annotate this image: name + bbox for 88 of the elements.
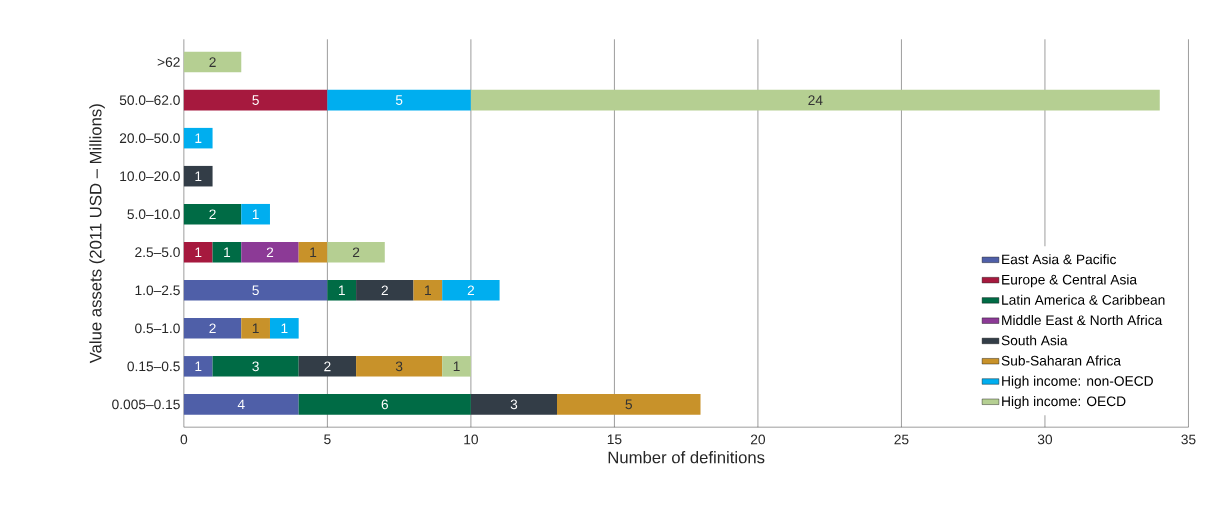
y-tick-label: 50.0–62.0 xyxy=(119,95,180,106)
bar xyxy=(442,280,500,301)
x-tick-label: 35 xyxy=(1181,434,1196,445)
legend-label: South Asia xyxy=(1001,335,1068,346)
bar xyxy=(183,90,328,111)
x-tick-label: 15 xyxy=(607,434,622,445)
legend-label: East Asia & Pacific xyxy=(1002,254,1117,265)
data-label: 5 xyxy=(252,285,259,296)
data-label: 2 xyxy=(209,57,216,68)
x-tick-label: 30 xyxy=(1037,434,1053,445)
data-label: 1 xyxy=(252,209,259,220)
bar xyxy=(212,356,299,377)
legend-label: High income: non-OECD xyxy=(1002,375,1153,389)
data-label: 2 xyxy=(209,209,216,220)
bar xyxy=(557,394,701,415)
y-tick-label: 5.0–10.0 xyxy=(127,209,180,220)
legend-label: Latin America & Caribbean xyxy=(1002,294,1165,305)
data-label: 2 xyxy=(209,323,216,334)
y-tick-label: 1.0–2.5 xyxy=(135,285,180,296)
bar xyxy=(183,204,242,225)
bar xyxy=(470,90,1160,111)
bar xyxy=(413,280,443,301)
bar xyxy=(241,318,270,339)
legend-label: Europe & Central Asia xyxy=(1002,274,1138,288)
data-label: 1 xyxy=(425,285,431,296)
bar xyxy=(241,204,270,225)
bar xyxy=(183,242,213,263)
data-label: 2 xyxy=(266,247,274,258)
y-axis-title: Value assets (2011 USD – Millions) xyxy=(89,104,105,364)
bar xyxy=(269,318,299,339)
bar xyxy=(183,318,242,339)
bar xyxy=(212,242,242,263)
y-tick-label: 10.0–20.0 xyxy=(120,171,180,182)
data-label: 2 xyxy=(324,361,331,372)
y-tick-label: 0.5–1.0 xyxy=(135,323,180,334)
y-tick-label: >62 xyxy=(157,57,180,68)
bar xyxy=(183,166,213,187)
bar xyxy=(298,394,471,415)
data-label: 3 xyxy=(395,361,403,372)
bar xyxy=(183,394,299,415)
bar xyxy=(356,356,443,377)
legend-label: High income: OECD xyxy=(1002,396,1126,410)
x-axis-title: Number of definitions xyxy=(608,451,765,464)
data-label: 1 xyxy=(338,285,345,296)
data-label: 1 xyxy=(195,133,202,144)
legend-label: Sub-Saharan Africa xyxy=(1001,355,1122,366)
x-tick-label: 5 xyxy=(324,434,331,445)
bar xyxy=(442,356,471,377)
data-label: 24 xyxy=(808,95,823,106)
data-label: 5 xyxy=(395,95,403,106)
y-tick-label: 20.0–50.0 xyxy=(119,133,180,144)
bar xyxy=(327,280,357,301)
data-label: 2 xyxy=(381,285,388,296)
data-label: 2 xyxy=(352,247,360,258)
data-label: 1 xyxy=(195,361,202,372)
data-label: 3 xyxy=(510,399,518,410)
bar xyxy=(356,280,414,301)
data-label: 1 xyxy=(195,171,202,182)
bar xyxy=(298,356,357,377)
data-label: 2 xyxy=(467,285,475,296)
x-tick-label: 10 xyxy=(464,434,479,445)
bar xyxy=(183,356,213,377)
data-label: 3 xyxy=(252,361,259,372)
legend-label: Middle East & North Africa xyxy=(1002,315,1163,326)
x-tick-label: 20 xyxy=(750,434,766,445)
bar xyxy=(183,128,213,149)
data-label: 5 xyxy=(252,95,259,106)
y-tick-label: 2.5–5.0 xyxy=(135,247,180,258)
data-label: 1 xyxy=(252,323,259,334)
bar xyxy=(241,242,299,263)
bar xyxy=(183,280,328,301)
data-label: 1 xyxy=(195,247,202,258)
y-tick-label: 0.15–0.5 xyxy=(127,361,180,372)
bar xyxy=(327,242,385,263)
data-label: 6 xyxy=(381,399,388,410)
data-label: 1 xyxy=(310,247,317,258)
x-tick-label: 25 xyxy=(894,434,909,445)
data-label: 1 xyxy=(453,361,460,372)
bar xyxy=(327,90,471,111)
x-tick-label: 0 xyxy=(180,434,188,445)
data-label: 1 xyxy=(281,323,288,334)
bar xyxy=(470,394,557,415)
bar xyxy=(183,51,242,73)
data-label: 1 xyxy=(224,247,231,258)
data-label: 4 xyxy=(237,399,245,410)
bar xyxy=(298,242,328,263)
y-tick-label: 0.005–0.15 xyxy=(112,399,180,410)
data-label: 5 xyxy=(625,399,632,410)
